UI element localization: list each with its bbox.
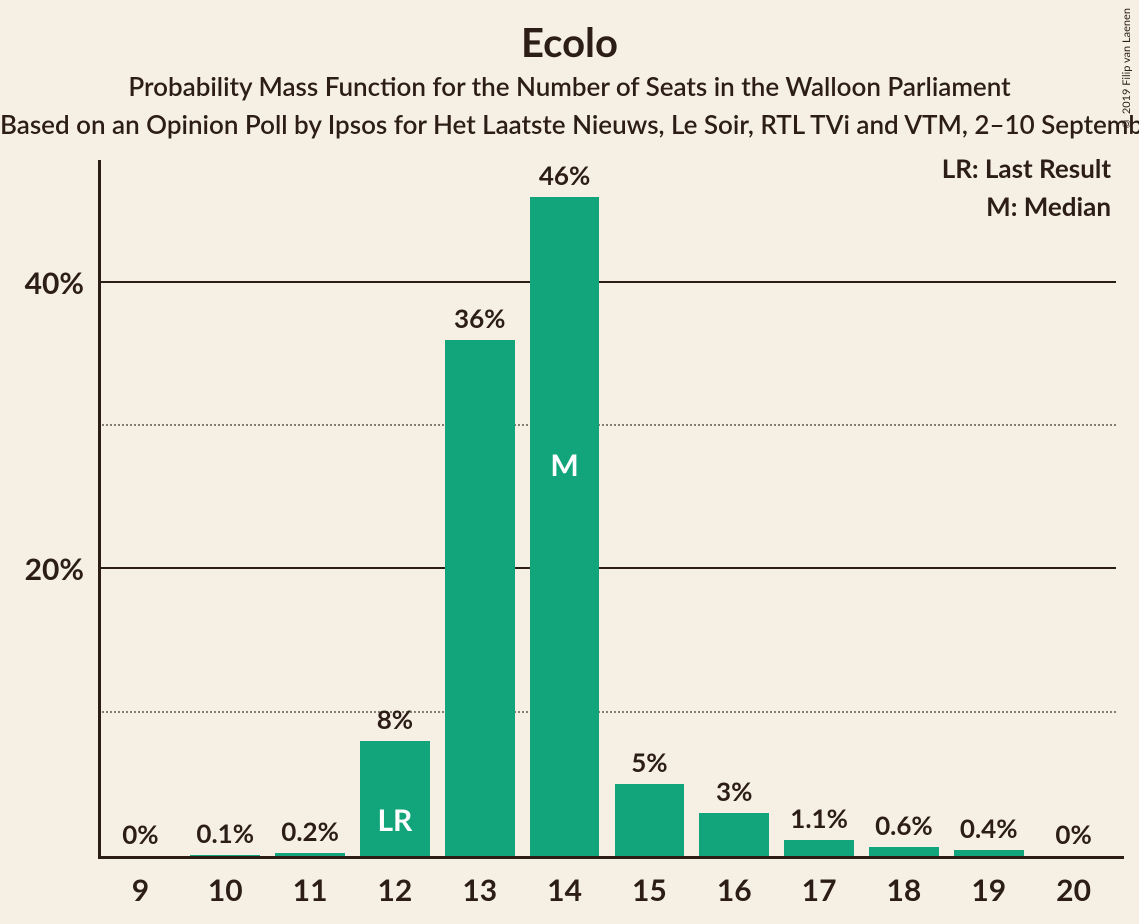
bar-value-label: 1.1% [790,802,848,834]
x-tick-label: 18 [887,872,922,908]
x-tick-label: 16 [717,872,752,908]
bar-value-label: 0.4% [960,812,1018,844]
bar-chart: 20%40%0%90.1%100.2%118%LR1236%1346%M145%… [98,168,1116,856]
x-tick-label: 14 [547,872,582,908]
copyright-text: © 2019 Filip van Laenen [1120,8,1133,130]
chart-subtitle-2: Based on an Opinion Poll by Ipsos for He… [0,108,1139,140]
x-tick-label: 12 [378,872,413,908]
bar-value-label: 5% [631,746,667,778]
y-tick-label: 20% [25,551,84,587]
chart-title: Ecolo [0,18,1139,66]
x-tick-label: 19 [971,872,1006,908]
bar: 3% [699,813,769,856]
y-tick-label: 40% [25,265,84,301]
x-tick-label: 15 [632,872,667,908]
bar: 0.6% [869,847,939,856]
bar-value-label: 0% [122,818,158,850]
chart-subtitle-1: Probability Mass Function for the Number… [0,70,1139,102]
bar-value-label: 0.6% [875,809,933,841]
grid-line-major [98,567,1116,569]
x-tick-label: 13 [462,872,497,908]
bar-value-label: 8% [377,703,413,735]
bar-value-label: 46% [539,159,590,191]
plot-area: 20%40%0%90.1%100.2%118%LR1236%1346%M145%… [98,168,1116,856]
bar-inside-label: M [550,447,578,483]
bar-value-label: 0.1% [196,817,254,849]
bar: 5% [615,784,685,856]
grid-line-minor [98,711,1116,713]
bar: 8%LR [360,741,430,856]
bar: 1.1% [784,840,854,856]
x-tick-label: 10 [208,872,243,908]
grid-line-major [98,281,1116,283]
x-tick-label: 17 [802,872,837,908]
bar-inside-label: LR [377,802,412,838]
x-axis [98,856,1124,859]
x-tick-label: 11 [293,872,328,908]
x-tick-label: 20 [1056,872,1091,908]
grid-line-minor [98,424,1116,426]
bar-value-label: 36% [454,302,505,334]
bar: 46%M [530,197,600,856]
bar: 36% [445,340,515,856]
bar-value-label: 0% [1055,818,1091,850]
x-tick-label: 9 [132,872,149,908]
y-axis [98,160,101,856]
bar-value-label: 0.2% [281,815,339,847]
bar-value-label: 3% [716,775,752,807]
